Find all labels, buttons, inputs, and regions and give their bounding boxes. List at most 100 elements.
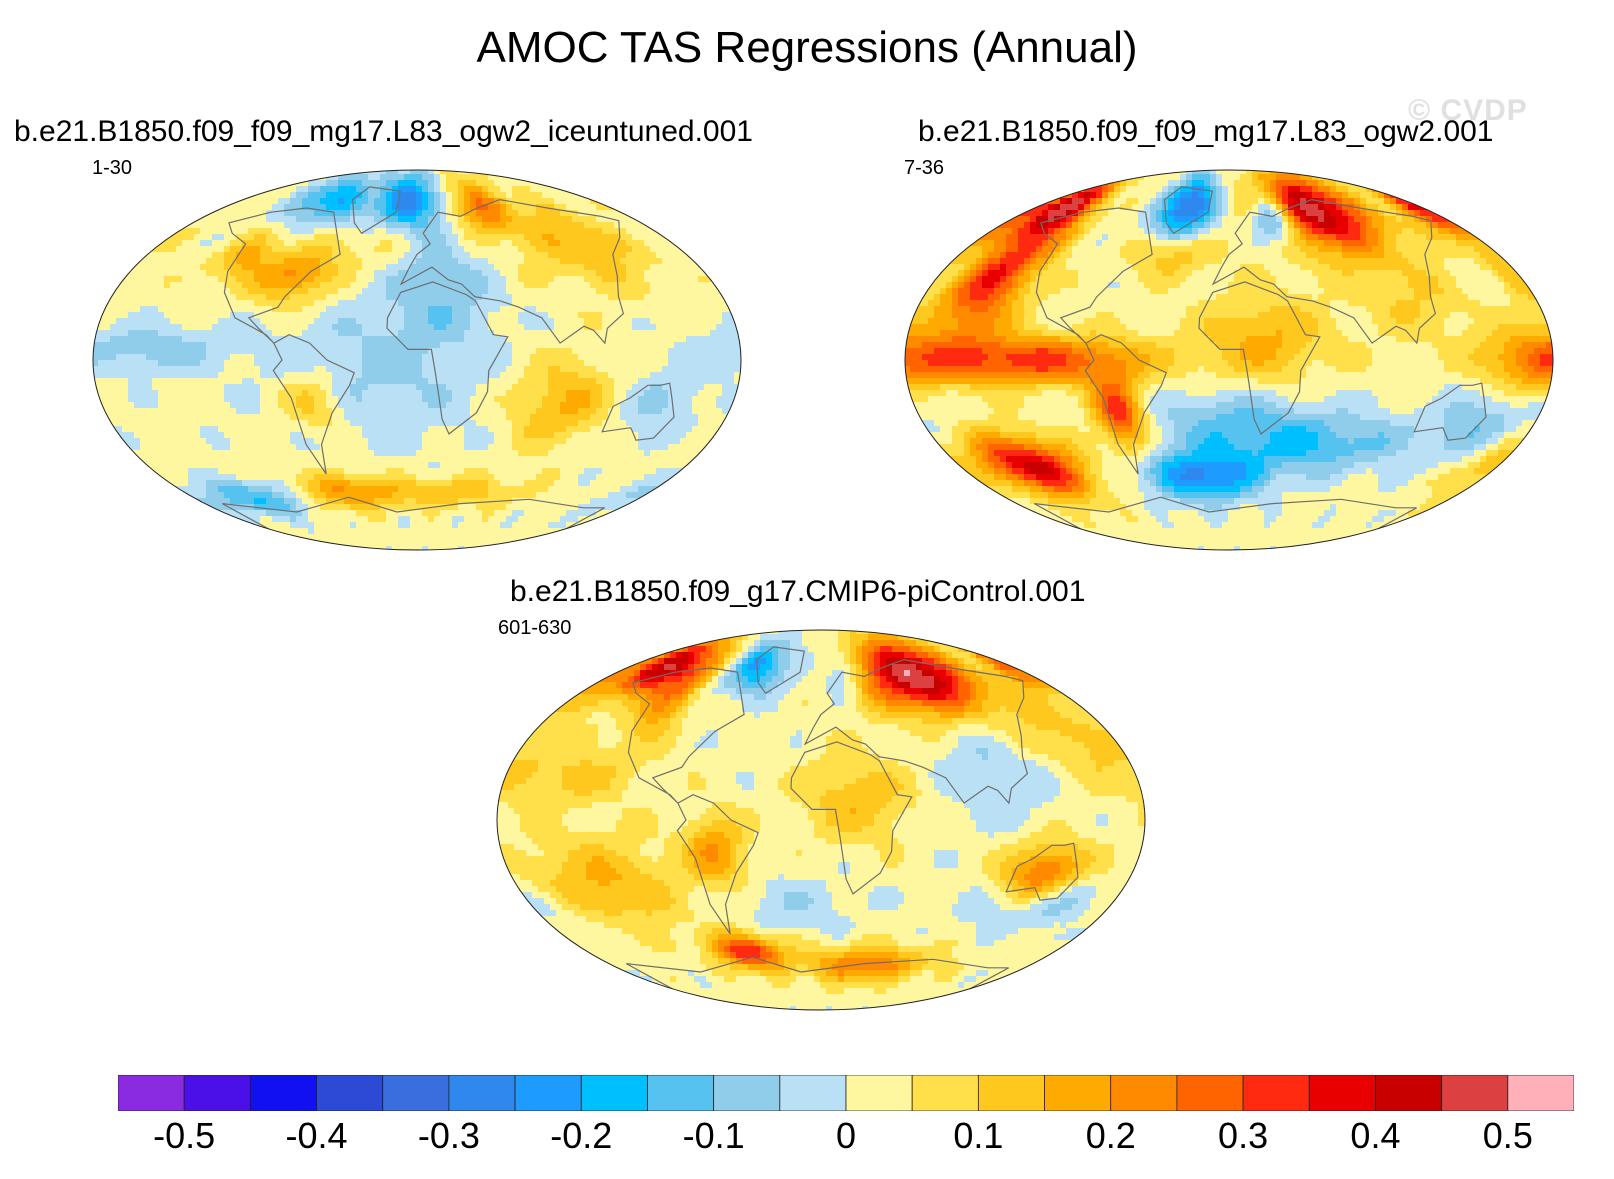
map-cell <box>344 174 351 181</box>
map-cell <box>146 384 153 391</box>
map-cell <box>464 276 471 283</box>
map-cell <box>350 258 357 265</box>
map-cell <box>260 312 267 319</box>
map-cell <box>524 474 531 481</box>
map-cell <box>602 258 609 265</box>
map-cell <box>620 450 627 457</box>
map-cell <box>686 300 693 307</box>
map-cell <box>104 432 111 439</box>
map-cell <box>176 468 183 475</box>
map-cell <box>200 312 207 319</box>
map-cell <box>542 342 549 349</box>
map-cell <box>116 312 123 319</box>
map-cell <box>716 420 723 427</box>
map-cell <box>710 354 717 361</box>
map-cell <box>356 450 363 457</box>
map-cell <box>374 396 381 403</box>
map-cell <box>128 258 135 265</box>
map-cell <box>596 456 603 463</box>
map-cell <box>296 318 303 325</box>
map-cell <box>380 300 387 307</box>
map-cell <box>338 198 345 205</box>
map-cell <box>674 450 681 457</box>
map-cell <box>524 312 531 319</box>
map-cell <box>326 222 333 229</box>
map-cell <box>740 342 741 349</box>
map-cell <box>134 438 141 445</box>
map-cell <box>470 348 477 355</box>
map-cell <box>356 324 363 331</box>
map-cell <box>200 372 207 379</box>
map-cell <box>206 426 213 433</box>
map-cell <box>146 342 153 349</box>
map-cell <box>104 366 111 373</box>
map-cell <box>320 438 327 445</box>
map-cell <box>326 336 333 343</box>
map-cell <box>500 336 507 343</box>
map-cell <box>482 456 489 463</box>
map-cell <box>566 408 573 415</box>
map-cell <box>140 312 147 319</box>
map-cell <box>446 474 453 481</box>
map-cell <box>554 186 561 193</box>
map-cell <box>332 348 339 355</box>
map-cell <box>530 342 537 349</box>
map-cell <box>140 390 147 397</box>
map-cell <box>188 294 195 301</box>
map-cell <box>206 372 213 379</box>
map-cell <box>632 324 639 331</box>
map-cell <box>254 414 261 421</box>
map-cell <box>464 270 471 277</box>
map-cell <box>644 270 651 277</box>
map-cell <box>650 282 657 289</box>
map-cell <box>356 468 363 475</box>
map-cell <box>218 366 225 373</box>
map-cell <box>266 300 273 307</box>
map-cell <box>446 330 453 337</box>
map-cell <box>182 348 189 355</box>
map-cell <box>602 300 609 307</box>
map-cell <box>518 444 525 451</box>
map-cell <box>248 480 255 487</box>
map-cell <box>200 324 207 331</box>
map-cell <box>476 456 483 463</box>
map-cell <box>230 318 237 325</box>
map-cell <box>152 432 159 439</box>
map-cell <box>434 372 441 379</box>
map-cell <box>332 402 339 409</box>
map-cell <box>386 222 393 229</box>
map-cell <box>344 384 351 391</box>
map-cell <box>476 318 483 325</box>
map-cell <box>578 360 585 367</box>
map-cell <box>518 384 525 391</box>
map-cell <box>104 276 111 283</box>
map-cell <box>458 402 465 409</box>
map-cell <box>194 360 201 367</box>
map-cell <box>548 324 555 331</box>
map-cell <box>302 234 309 241</box>
map-cell <box>482 282 489 289</box>
map-cell <box>434 270 441 277</box>
map-cell <box>716 390 723 397</box>
map-cell <box>650 318 657 325</box>
map-cell <box>224 378 231 385</box>
map-cell <box>212 228 219 235</box>
map-cell <box>572 402 579 409</box>
map-cell <box>290 258 297 265</box>
map-cell <box>182 312 189 319</box>
map-cell <box>320 330 327 337</box>
map-cell <box>578 228 585 235</box>
map-cell <box>152 288 159 295</box>
map-cell <box>572 360 579 367</box>
map-cell <box>596 210 603 217</box>
map-cell <box>578 204 585 211</box>
map-cell <box>164 366 171 373</box>
map-cell <box>506 426 513 433</box>
map-cell <box>368 444 375 451</box>
map-cell <box>374 240 381 247</box>
map-cell <box>134 462 141 469</box>
map-cell <box>206 258 213 265</box>
map-cell <box>494 180 501 187</box>
map-cell <box>332 324 339 331</box>
map-cell <box>698 408 705 415</box>
